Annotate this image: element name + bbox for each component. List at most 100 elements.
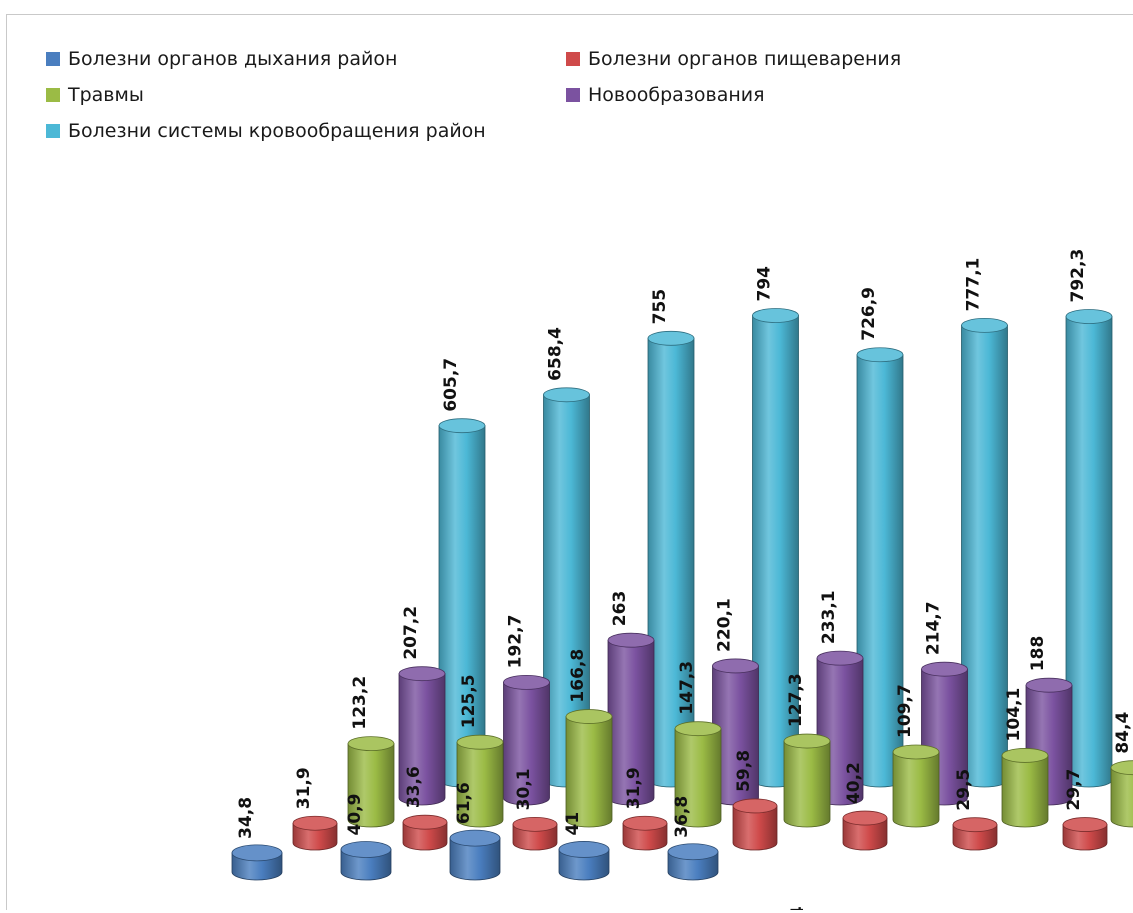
data-label-neo-5: 214,7 <box>924 601 944 655</box>
data-label-resp-3: 41 <box>563 812 583 836</box>
data-label-digest-5: 40,2 <box>844 762 864 804</box>
legend-swatch-trauma <box>46 88 60 102</box>
data-label-neo-3: 220,1 <box>715 598 735 652</box>
legend-label-trauma: Травмы <box>68 84 144 106</box>
data-label-circ-3: 794 <box>755 266 775 302</box>
bar-digest-1 <box>402 821 448 851</box>
bar-digest-0 <box>292 822 338 851</box>
bar-circ-2 <box>647 337 695 788</box>
data-label-resp-4: 36,8 <box>672 796 692 838</box>
bar-cap-resp-1 <box>340 841 392 858</box>
bar-cap-digest-1 <box>402 814 448 830</box>
legend-item-neo: Новообразования <box>566 84 765 106</box>
bar-cap-resp-4 <box>667 843 719 861</box>
bar-trauma-7 <box>1110 767 1133 828</box>
data-label-digest-7: 29,7 <box>1064 769 1084 811</box>
bar-cap-resp-2 <box>449 829 501 847</box>
bar-cap-neo-3 <box>712 658 759 674</box>
data-label-digest-6: 29,5 <box>954 769 974 811</box>
data-label-circ-2: 755 <box>650 289 670 325</box>
bar-circ-6 <box>1065 316 1113 788</box>
bar-trauma-4 <box>783 740 831 828</box>
bar-cap-trauma-6 <box>1001 748 1049 763</box>
bar-cap-resp-0 <box>231 844 283 862</box>
bar-cap-circ-3 <box>752 308 799 323</box>
bar-cap-circ-4 <box>856 347 904 363</box>
bar-resp-3 <box>558 849 610 881</box>
bar-resp-1 <box>340 849 392 881</box>
bar-trauma-5 <box>892 751 940 828</box>
legend-swatch-circ <box>46 124 60 138</box>
bar-trauma-0 <box>347 743 395 828</box>
data-label-trauma-0: 123,2 <box>350 676 370 730</box>
data-label-circ-0: 605,7 <box>441 358 461 412</box>
data-label-trauma-4: 127,3 <box>786 673 806 727</box>
bar-neo-0 <box>398 673 446 806</box>
data-label-resp-0: 34,8 <box>236 797 256 839</box>
bar-digest-5 <box>842 817 888 851</box>
data-label-resp-1: 40,9 <box>345 794 365 836</box>
bar-cap-resp-3 <box>558 841 610 858</box>
bar-cap-trauma-5 <box>892 744 940 760</box>
bar-circ-5 <box>961 324 1008 788</box>
data-label-trauma-5: 109,7 <box>895 684 915 738</box>
data-label-digest-2: 30,1 <box>514 768 534 810</box>
data-label-circ-5: 777,1 <box>964 258 984 312</box>
data-label-resp-2: 61,6 <box>454 782 474 824</box>
bar-trauma-6 <box>1001 755 1049 828</box>
bar-digest-3 <box>622 822 668 851</box>
bar-cap-circ-0 <box>438 418 486 434</box>
data-label-neo-2: 263 <box>610 591 630 627</box>
legend-item-resp: Болезни органов дыхания район <box>46 48 397 70</box>
bar-neo-1 <box>503 681 550 806</box>
data-label-neo-6: 188 <box>1028 636 1048 672</box>
bar-cap-trauma-0 <box>347 736 395 752</box>
bar-cap-neo-2 <box>607 632 655 648</box>
bar-cap-trauma-7 <box>1110 760 1133 776</box>
bar-resp-2 <box>449 837 501 881</box>
bar-trauma-2 <box>565 716 613 828</box>
bar-cap-neo-5 <box>921 661 968 677</box>
bar-cap-digest-0 <box>292 815 338 831</box>
bar-cap-digest-3 <box>622 815 668 831</box>
bar-cap-neo-1 <box>503 674 550 690</box>
bar-cap-trauma-1 <box>456 734 504 750</box>
data-label-circ-4: 726,9 <box>859 287 879 341</box>
bar-cap-trauma-3 <box>674 721 722 737</box>
legend: Болезни органов дыхания район Болезни ор… <box>46 46 1026 156</box>
bottom-border <box>6 910 1133 913</box>
bar-cap-digest-2 <box>512 816 558 832</box>
bar-cap-circ-6 <box>1065 309 1113 324</box>
data-label-trauma-1: 125,5 <box>459 674 479 728</box>
bar-digest-4 <box>732 805 778 851</box>
legend-swatch-digest <box>566 52 580 66</box>
bar-cap-circ-1 <box>543 387 590 403</box>
legend-label-neo: Новообразования <box>588 84 765 106</box>
bar-cap-circ-5 <box>961 317 1008 333</box>
legend-swatch-neo <box>566 88 580 102</box>
partial-label-0: 34 <box>788 906 808 913</box>
data-label-digest-3: 31,9 <box>624 767 644 809</box>
data-label-digest-1: 33,6 <box>404 766 424 808</box>
data-label-digest-0: 31,9 <box>294 767 314 809</box>
data-label-trauma-2: 166,8 <box>568 649 588 703</box>
data-label-trauma-7: 84,4 <box>1113 712 1133 754</box>
bar-cap-digest-5 <box>842 810 888 826</box>
bar-trauma-3 <box>674 728 722 828</box>
bar-cap-digest-7 <box>1062 817 1108 832</box>
bar-cap-neo-6 <box>1025 677 1073 693</box>
legend-swatch-resp <box>46 52 60 66</box>
legend-item-trauma: Травмы <box>46 84 144 106</box>
bar-cap-digest-4 <box>732 798 778 814</box>
bar-cap-neo-4 <box>816 650 864 666</box>
bar-cap-trauma-4 <box>783 733 831 749</box>
data-label-neo-0: 207,2 <box>401 606 421 660</box>
data-label-circ-1: 658,4 <box>546 327 566 381</box>
data-label-digest-4: 59,8 <box>734 750 754 792</box>
data-label-trauma-6: 104,1 <box>1004 688 1024 742</box>
bar-circ-0 <box>438 425 486 788</box>
legend-item-digest: Болезни органов пищеварения <box>566 48 901 70</box>
bar-cap-digest-6 <box>952 817 998 833</box>
data-label-neo-1: 192,7 <box>506 615 526 669</box>
